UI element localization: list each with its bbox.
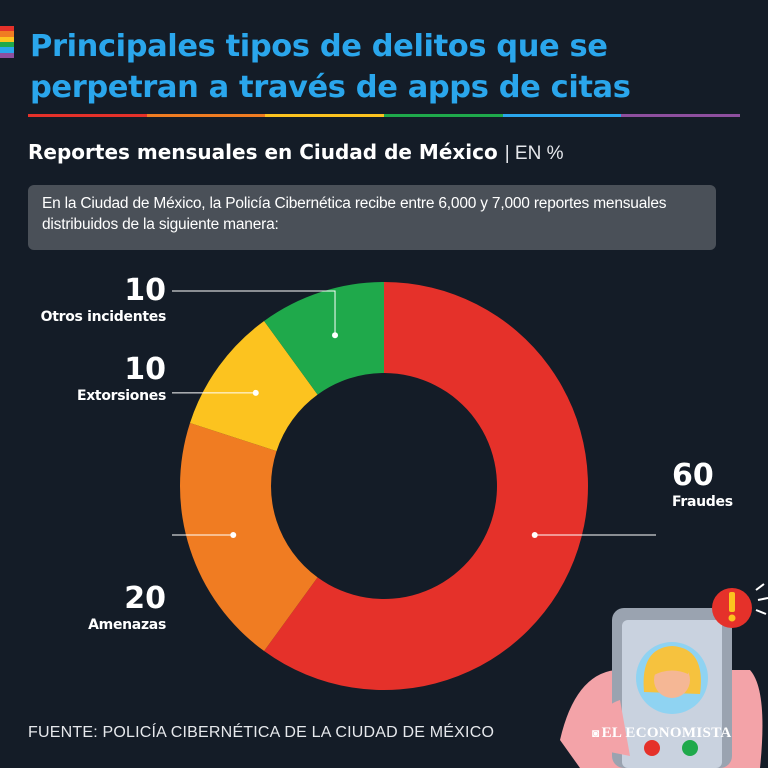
brand-name: EL ECONOMISTA [601, 725, 732, 741]
value-extorsiones: 10 [124, 352, 166, 387]
title-line-2: perpetran a través de apps de citas [30, 70, 631, 105]
label-extorsiones: 10 Extorsiones [77, 353, 166, 405]
phone-illustration [560, 583, 768, 768]
slice-fraudes [264, 282, 588, 691]
chart-subtitle: Reportes mensuales en Ciudad de México |… [28, 140, 564, 165]
subtitle-text: Reportes mensuales en Ciudad de México [28, 140, 498, 164]
leader-dot-extorsiones [252, 389, 259, 396]
leader-dot-amenazas [230, 531, 237, 538]
slice-otros-incidentes [264, 282, 384, 395]
label-fraudes: 60 Fraudes [672, 459, 733, 511]
value-amenazas: 20 [124, 581, 166, 616]
name-otros-incidentes: Otros incidentes [40, 309, 167, 325]
leader-line-otros-incidentes [172, 290, 336, 336]
leader-dot-fraudes [531, 531, 538, 538]
unit-label: | EN % [504, 143, 564, 164]
rainbow-flag-icon [0, 26, 14, 58]
source-note: FUENTE: POLICÍA CIBERNÉTICA DE LA CIUDAD… [28, 724, 495, 741]
name-extorsiones: Extorsiones [76, 388, 166, 404]
name-amenazas: Amenazas [88, 617, 166, 633]
label-otros-incidentes: 10 Otros incidentes [40, 273, 167, 326]
brand-mark-icon: ◙ [592, 726, 600, 740]
leader-dot-otros-incidentes [332, 332, 339, 339]
info-note: En la Ciudad de México, la Policía Ciber… [28, 185, 716, 250]
phone-icon [560, 608, 763, 768]
name-fraudes: Fraudes [672, 494, 733, 510]
label-amenazas: 20 Amenazas [88, 582, 166, 634]
brand-logo: ◙ EL ECONOMISTA [592, 725, 731, 742]
slice-extorsiones [189, 320, 318, 452]
title-divider [28, 114, 741, 117]
alert-icon [712, 583, 768, 628]
page-title: Principales tipos de delitos que se perp… [30, 26, 750, 108]
value-fraudes: 60 [672, 458, 714, 493]
title-line-1: Principales tipos de delitos que se [30, 29, 608, 64]
value-otros-incidentes: 10 [124, 273, 166, 308]
slice-amenazas [179, 422, 318, 652]
